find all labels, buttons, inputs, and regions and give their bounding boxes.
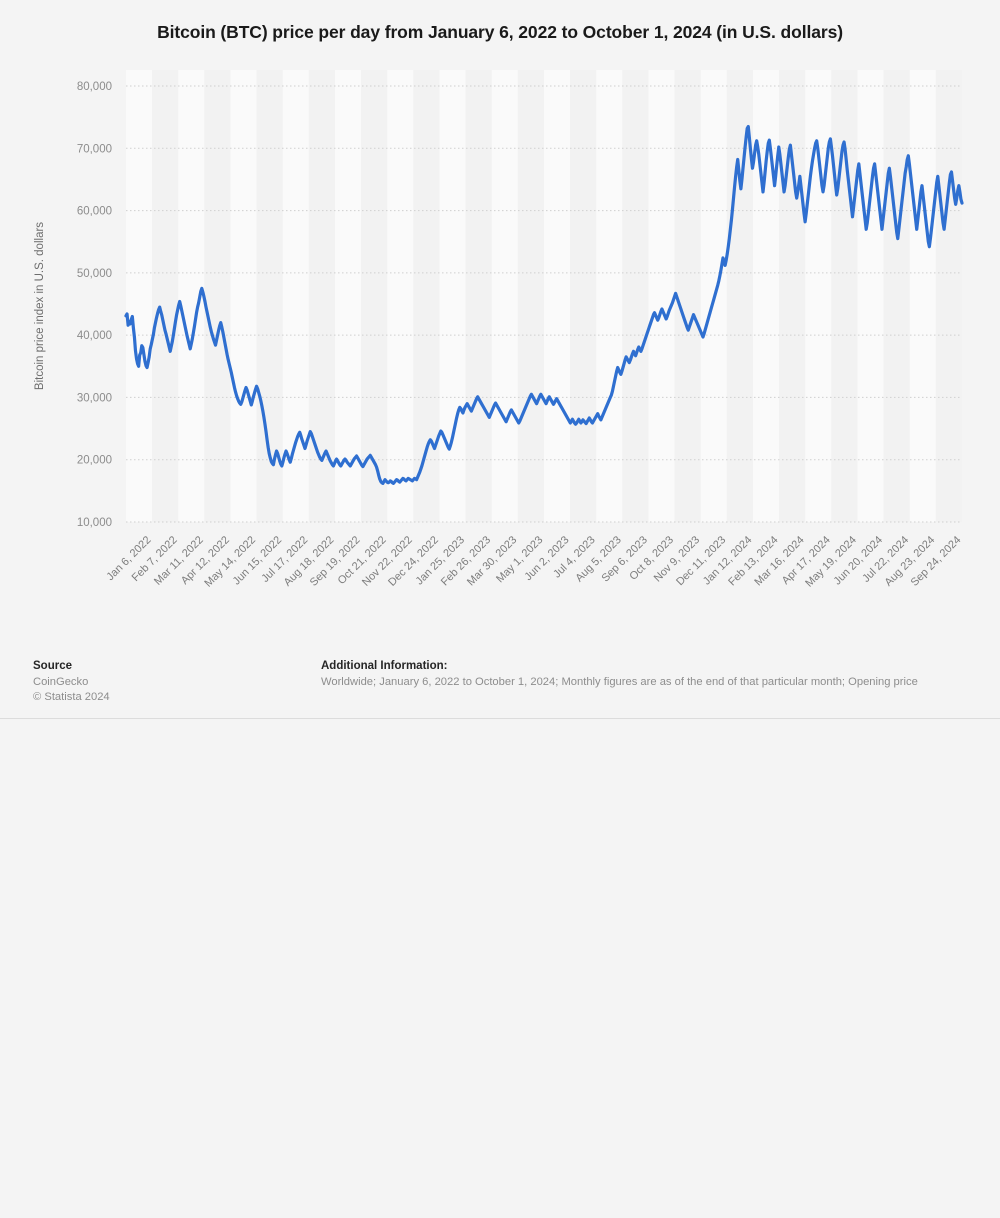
plot-band	[753, 70, 780, 522]
y-axis-tick-label: 20,000	[77, 455, 112, 467]
footer-divider	[0, 718, 1000, 719]
plot-band	[779, 70, 806, 522]
plot-band	[204, 70, 231, 522]
plot-band	[648, 70, 675, 522]
page-title: Bitcoin (BTC) price per day from January…	[157, 22, 843, 42]
btc-price-line	[124, 124, 964, 485]
plot-band	[909, 70, 936, 522]
y-axis-tick-labels: 10,000 20,000 30,000 40,000 50,000 60,000 70,0…	[77, 81, 112, 529]
plot-band	[596, 70, 623, 522]
y-axis-tick-label: 60,000	[77, 206, 112, 218]
plot-band	[361, 70, 388, 522]
plot-band	[256, 70, 283, 522]
y-axis-tick-label: 50,000	[77, 268, 112, 280]
plot-band	[831, 70, 858, 522]
plot-band	[570, 70, 597, 522]
plot-band	[622, 70, 649, 522]
additional-information-heading: Additional Information:	[321, 660, 448, 672]
x-axis-tick-labels: Jan 6, 2022 Feb 7, 2022 Mar 11, 2022 Apr 12…	[0, 534, 1000, 634]
y-axis-title: Bitcoin price index in U.S. dollars	[34, 221, 46, 391]
additional-information-text: Worldwide; January 6, 2022 to October 1,…	[321, 676, 918, 688]
plot-band	[491, 70, 518, 522]
footer: Source CoinGecko © Statista 2024 Additio…	[0, 650, 1000, 720]
y-axis-tick-label: 80,000	[77, 81, 112, 93]
additional-information-block: Additional Information: Worldwide; Janua…	[321, 660, 993, 690]
source-name: CoinGecko	[33, 676, 89, 688]
plot-band	[439, 70, 466, 522]
plot-background-bands	[126, 70, 963, 522]
plot-band	[674, 70, 701, 522]
plot-band	[465, 70, 492, 522]
y-axis-tick-label: 10,000	[77, 517, 112, 529]
plot-band	[335, 70, 362, 522]
plot-band	[935, 70, 963, 522]
plot-band	[805, 70, 832, 522]
copyright-text: © Statista 2024	[33, 690, 110, 703]
plot-band	[152, 70, 179, 522]
y-axis-tick-label: 70,000	[77, 143, 112, 155]
plot-band	[387, 70, 414, 522]
plot-band	[857, 70, 884, 522]
gridlines	[126, 85, 962, 523]
line-chart-svg: 10,000 20,000 30,000 40,000 50,000 60,000 70,0…	[77, 70, 964, 529]
source-block: Source CoinGecko © Statista 2024	[33, 660, 303, 704]
source-heading: Source	[33, 660, 72, 672]
chart-plot-area: 10,000 20,000 30,000 40,000 50,000 60,000 70,0…	[0, 70, 1000, 540]
plot-band	[883, 70, 910, 522]
y-axis-tick-label: 30,000	[77, 392, 112, 404]
plot-band	[517, 70, 545, 522]
plot-band	[126, 70, 153, 522]
plot-band	[230, 70, 257, 522]
y-axis-tick-label: 40,000	[77, 330, 112, 342]
plot-band	[308, 70, 336, 522]
plot-band	[544, 70, 571, 522]
